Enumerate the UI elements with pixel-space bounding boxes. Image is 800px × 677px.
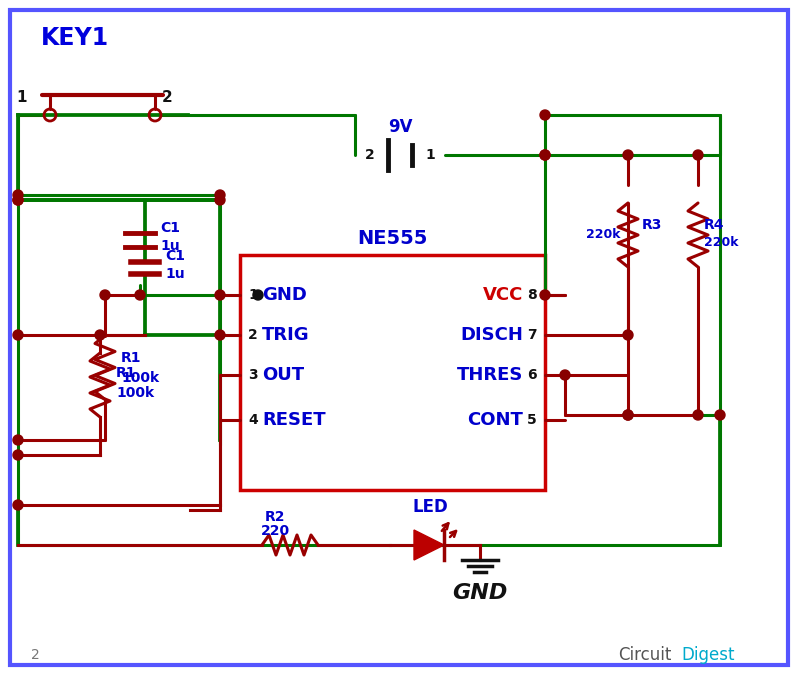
Text: LED: LED [412,498,448,516]
Text: 2: 2 [248,328,258,342]
Circle shape [13,330,23,340]
Text: VCC: VCC [482,286,523,304]
Text: 7: 7 [527,328,537,342]
Circle shape [693,150,703,160]
Circle shape [215,330,225,340]
Circle shape [100,290,110,300]
Circle shape [215,290,225,300]
Text: R1: R1 [121,351,142,364]
Text: C1: C1 [160,221,180,235]
Text: 5: 5 [527,413,537,427]
Circle shape [623,410,633,420]
Circle shape [13,190,23,200]
Text: 4: 4 [248,413,258,427]
Text: 100k: 100k [116,386,154,400]
Text: R2: R2 [265,510,286,524]
Text: NE555: NE555 [358,230,428,248]
Text: GND: GND [262,286,307,304]
Text: CONT: CONT [467,411,523,429]
Circle shape [13,195,23,205]
Polygon shape [414,530,444,560]
Text: 6: 6 [527,368,537,382]
Circle shape [623,150,633,160]
Circle shape [560,370,570,380]
Text: 2: 2 [30,648,39,662]
Text: KEY1: KEY1 [41,26,109,50]
Text: Circuit: Circuit [618,646,671,664]
Circle shape [540,150,550,160]
Text: THRES: THRES [457,366,523,384]
Text: 1: 1 [248,288,258,302]
Text: RESET: RESET [262,411,326,429]
Text: TRIG: TRIG [262,326,310,344]
Circle shape [215,190,225,200]
Circle shape [13,500,23,510]
Text: 1: 1 [17,90,27,105]
Text: GND: GND [452,583,508,603]
Text: Digest: Digest [681,646,734,664]
Text: 1: 1 [425,148,435,162]
Circle shape [95,330,105,340]
Bar [240,255,545,490]
Circle shape [13,435,23,445]
Text: R3: R3 [642,218,662,232]
Text: 2: 2 [162,90,172,105]
Text: 220: 220 [261,524,290,538]
Text: 100k: 100k [121,370,159,385]
Circle shape [715,410,725,420]
Circle shape [540,290,550,300]
Circle shape [13,195,23,205]
Text: R4: R4 [704,218,725,232]
Text: DISCH: DISCH [460,326,523,344]
Circle shape [215,195,225,205]
Text: 2: 2 [365,148,375,162]
Text: 220k: 220k [704,236,738,250]
Circle shape [540,150,550,160]
Text: 3: 3 [248,368,258,382]
Circle shape [135,290,145,300]
Text: 9V: 9V [388,118,412,136]
Text: 1u: 1u [165,267,185,280]
Text: 220k: 220k [586,229,621,242]
Circle shape [623,330,633,340]
Circle shape [253,290,263,300]
Text: OUT: OUT [262,366,304,384]
Circle shape [540,110,550,120]
Text: C1: C1 [165,248,185,263]
Text: 8: 8 [527,288,537,302]
Text: R1: R1 [116,366,137,380]
Text: 1u: 1u [160,239,180,253]
Circle shape [623,410,633,420]
Circle shape [13,450,23,460]
Circle shape [693,410,703,420]
